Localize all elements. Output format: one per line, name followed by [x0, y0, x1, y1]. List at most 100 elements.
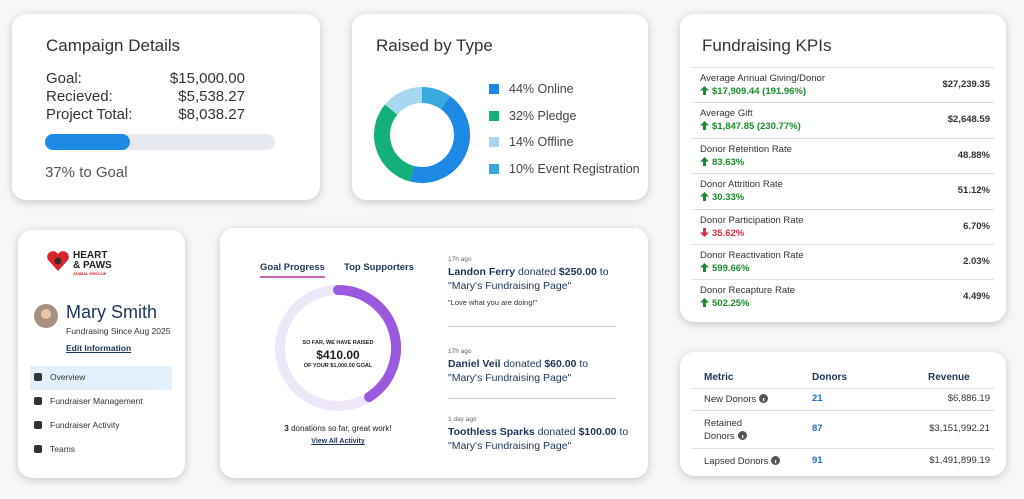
legend-label: 32% Pledge [509, 108, 577, 123]
kpi-label: Donor Recapture Rate [700, 285, 796, 297]
detail-label: Project Total: [46, 106, 133, 123]
kpi-change-text: 35.62% [712, 227, 745, 239]
donut-segment [385, 87, 423, 115]
kpi-value: $2,648.59 [947, 114, 990, 126]
logo-heart [47, 251, 69, 271]
feed-prep: to [619, 426, 629, 438]
metric-name: New Donors [704, 393, 814, 406]
ring-goal: OF YOUR $1,000.00 GOAL [303, 363, 373, 369]
arrow-shape [700, 263, 709, 272]
progress-track [45, 134, 275, 150]
legend-swatch [489, 110, 499, 121]
feed-page: "Mary's Fundraising Page" [448, 372, 572, 384]
revenue: $1,491,899.19 [929, 455, 990, 466]
donor-count[interactable]: 87 [812, 423, 823, 434]
arrow-shape [700, 227, 709, 237]
ring-amount: $410.00 [316, 348, 360, 362]
donut-chart [374, 87, 470, 183]
table-header: Revenue [928, 372, 970, 383]
kpi-value: 2.03% [963, 256, 990, 267]
feed-donor: Toothless Sparks [448, 426, 535, 438]
card-title: Campaign Details [46, 36, 181, 55]
edit-link[interactable]: Edit Information [66, 343, 132, 353]
kpi-change: $17,909.44 (191.96%) [700, 86, 806, 97]
divider [692, 448, 994, 449]
nav-item[interactable]: Teams [50, 444, 76, 454]
divider [448, 326, 616, 327]
arrow-shape [700, 121, 709, 131]
user-since: Fundrasing Since Aug 2025 [66, 326, 171, 336]
tab[interactable]: Top Supporters [344, 262, 415, 273]
tab[interactable]: Goal Progress [260, 262, 325, 278]
legend-label: 10% Event Registration [509, 162, 640, 177]
kpi-label: Donor Attrition Rate [700, 179, 783, 191]
donor-count[interactable]: 21 [812, 393, 823, 404]
type-card: Raised by Type 44% Online 32% Pledge 14% O… [352, 14, 648, 200]
campaign-card: Campaign Details Goal: $15,000.00 Recieved… [12, 14, 320, 200]
table-header: Metric [704, 372, 734, 383]
kpi-change-text: 599.66% [712, 263, 750, 274]
legend-label: 14% Offline [509, 135, 574, 150]
donation-count: 3 [284, 424, 289, 433]
kpi-change: 502.25% [700, 298, 750, 309]
kpi-value: 6.70% [963, 220, 990, 232]
donut-segment [421, 87, 451, 110]
kpi-card: Fundraising KPIs Average Annual Giving/D… [680, 14, 1006, 322]
divider [692, 410, 994, 411]
nav-icon [34, 445, 42, 453]
trend-arrow [700, 192, 709, 202]
view-all[interactable]: View All Activity [311, 438, 365, 445]
info-icon [771, 456, 781, 465]
feed-line: Toothless Sparks donated $100.00 to [448, 426, 628, 438]
feed-time: 1 day ago [448, 416, 477, 423]
profile-card: HEART & PAWS ANIMAL RESCUE Mary Smith Fund… [18, 230, 185, 478]
trend-arrow [700, 263, 709, 272]
revenue: $3,151,992.21 [929, 423, 990, 434]
feed-prep: to [599, 266, 609, 278]
feed-comment: "Love what you are doing!" [448, 298, 538, 307]
activity-card: Goal Progress Top Supporters SO FAR, WE … [220, 228, 648, 478]
donor-count[interactable]: 91 [812, 455, 823, 466]
nav-item[interactable]: Fundraiser Activity [50, 420, 120, 430]
info-icon [737, 431, 747, 440]
kpi-label: Average Gift [700, 108, 753, 120]
divider [692, 208, 994, 210]
kpi-change: 35.62% [700, 227, 745, 239]
kpi-label: Donor Retention Rate [700, 143, 792, 155]
kpi-label: Donor Participation Rate [700, 214, 804, 226]
nav-item[interactable]: Overview [50, 372, 86, 382]
kpi-change: $1,847.85 (230.77%) [700, 121, 801, 132]
info-mark [741, 435, 743, 439]
progress-label: 37% to Goal [45, 164, 128, 181]
divider [692, 137, 994, 139]
feed-donor: Daniel Veil [448, 358, 501, 370]
legend-label: 44% Online [509, 82, 574, 96]
kpi-change: 83.63% [700, 156, 744, 168]
metric-text: New Donors [704, 394, 757, 405]
metric-name: Retained Donors [704, 417, 754, 443]
feed-verb: donated [503, 358, 542, 370]
progress-bar [45, 134, 131, 150]
logo-line: & PAWS [73, 260, 112, 271]
feed-prep: to [579, 358, 589, 370]
arrow-shape [700, 298, 709, 308]
kpi-change-text: $1,847.85 (230.77%) [712, 121, 801, 133]
detail-label: Goal: [46, 70, 82, 87]
divider [692, 388, 994, 389]
metrics-card: Metric Donors Revenue New Donors 21 $6,886.19… [680, 352, 1006, 476]
nav-item[interactable]: Fundraiser Management [50, 396, 143, 406]
kpi-value: $27,239.35 [942, 79, 990, 90]
arrow-shape [700, 156, 709, 166]
info-mark [763, 398, 765, 402]
kpi-value: 48.88% [957, 149, 990, 161]
detail-value: $5,538.27 [178, 88, 245, 105]
divider [448, 398, 616, 399]
arrow-shape [700, 192, 709, 202]
ring-progress [333, 285, 401, 402]
revenue: $6,886.19 [947, 393, 990, 404]
kpi-label: Donor Reactivation Rate [700, 250, 804, 261]
legend-swatch [489, 164, 499, 175]
trend-arrow [700, 86, 709, 95]
feed-line: Landon Ferry donated $250.00 to [448, 266, 609, 278]
